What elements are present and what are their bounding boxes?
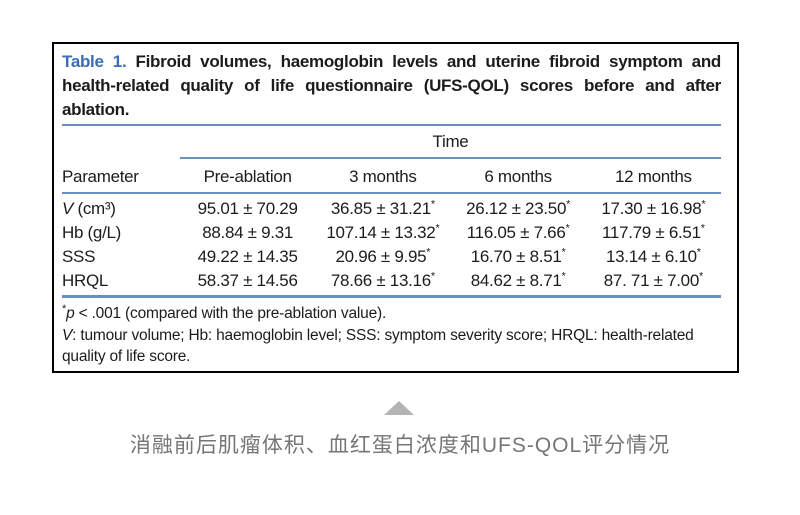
table-body: V (cm³) 95.01 ± 70.29 36.85 ± 31.21* 26.12 … <box>62 193 721 298</box>
value-cell: 116.05 ± 7.66* <box>466 222 570 242</box>
value-cell: 117.79 ± 6.51* <box>602 222 705 242</box>
footnote-significance-text: < .001 (compared with the pre-ablation v… <box>74 305 387 322</box>
col-header-pre-ablation: Pre-ablation <box>180 158 316 194</box>
table-title-text: Fibroid volumes, haemoglobin levels and … <box>62 52 721 119</box>
parameter-cell: V (cm³) <box>62 199 116 218</box>
table-footnotes: *p < .001 (compared with the pre-ablatio… <box>62 303 721 368</box>
parameter-cell: Hb (g/L) <box>62 223 122 242</box>
time-spanner-row: Time <box>62 128 721 159</box>
footnote-significance: *p < .001 (compared with the pre-ablatio… <box>62 303 721 325</box>
value-cell: 20.96 ± 9.95* <box>335 246 431 266</box>
footnote-abbreviations-text: : tumour volume; Hb: haemoglobin level; … <box>62 326 694 366</box>
value-cell: 58.37 ± 14.56 <box>180 269 316 298</box>
results-table: Time Parameter Pre-ablation 3 months 6 m… <box>62 128 721 298</box>
empty-corner-cell <box>62 128 180 158</box>
table-row: HRQL 58.37 ± 14.56 78.66 ± 13.16* 84.62 ± 8… <box>62 269 721 298</box>
table-row: SSS 49.22 ± 14.35 20.96 ± 9.95* 16.70 ± 8.5… <box>62 245 721 269</box>
value-cell: 49.22 ± 14.35 <box>197 247 298 266</box>
asterisk-sup: * <box>62 302 67 315</box>
value-cell: 88.84 ± 9.31 <box>202 223 294 242</box>
col-header-6-months: 6 months <box>450 158 586 194</box>
col-header-12-months: 12 months <box>585 158 721 194</box>
p-value-symbol: p <box>66 305 75 322</box>
collapse-arrow-up-icon[interactable] <box>384 401 414 415</box>
value-cell: 107.14 ± 13.32* <box>326 222 440 242</box>
value-cell: 13.14 ± 6.10* <box>605 246 701 266</box>
value-cell: 84.62 ± 8.71* <box>450 269 586 298</box>
value-cell: 26.12 ± 23.50* <box>466 198 571 218</box>
table-caption: Table 1. Fibroid volumes, haemoglobin le… <box>62 50 721 122</box>
value-cell: 17.30 ± 16.98* <box>601 198 706 218</box>
footnote-abbreviations: V: tumour volume; Hb: haemoglobin level;… <box>62 325 721 368</box>
caption-divider-rule <box>62 124 721 126</box>
value-cell: 95.01 ± 70.29 <box>197 199 298 218</box>
table-row: V (cm³) 95.01 ± 70.29 36.85 ± 31.21* 26.12 … <box>62 193 721 221</box>
parameter-cell: SSS <box>62 247 96 266</box>
col-header-parameter: Parameter <box>62 158 180 194</box>
v-symbol: V <box>62 326 73 344</box>
table-figure-box: Table 1. Fibroid volumes, haemoglobin le… <box>52 42 739 373</box>
table-number-label: Table 1. <box>62 52 127 71</box>
column-header-row: Parameter Pre-ablation 3 months 6 months… <box>62 158 721 194</box>
value-cell: 87. 71 ± 7.00* <box>585 269 721 298</box>
col-header-3-months: 3 months <box>315 158 451 194</box>
table-row: Hb (g/L) 88.84 ± 9.31 107.14 ± 13.32* 116.0… <box>62 221 721 245</box>
value-cell: 16.70 ± 8.51* <box>470 246 566 266</box>
time-span-header: Time <box>180 128 721 159</box>
chinese-figure-caption: 消融前后肌瘤体积、血红蛋白浓度和UFS-QOL评分情况 <box>129 434 671 457</box>
value-cell: 36.85 ± 31.21* <box>330 198 435 218</box>
parameter-cell: HRQL <box>62 269 180 298</box>
value-cell: 78.66 ± 13.16* <box>315 269 451 298</box>
